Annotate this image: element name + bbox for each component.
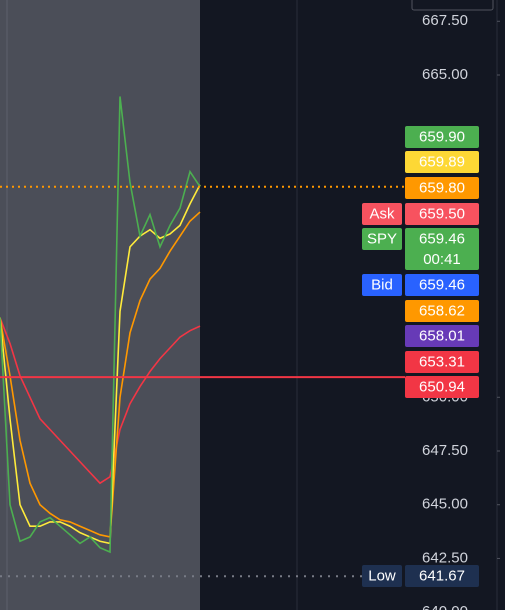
tag-label: SPY bbox=[367, 230, 397, 247]
series-line bbox=[0, 317, 201, 485]
tag-box bbox=[362, 565, 402, 587]
session-shade bbox=[0, 0, 200, 610]
price-label-box bbox=[405, 203, 479, 225]
price-label: 641.67 bbox=[419, 567, 465, 584]
price-label-box bbox=[405, 177, 479, 199]
price-label: 658.01 bbox=[419, 327, 465, 344]
price-label: 659.50 bbox=[419, 205, 465, 222]
price-label-box bbox=[405, 325, 479, 347]
price-label-box bbox=[405, 151, 479, 173]
price-label-box bbox=[405, 126, 479, 148]
y-tick-label: 645.00 bbox=[422, 496, 468, 513]
price-label: 659.46 bbox=[419, 230, 465, 247]
price-label: 659.89 bbox=[419, 153, 465, 170]
price-label-box bbox=[405, 300, 479, 322]
price-label: 650.94 bbox=[419, 378, 465, 395]
tag-box bbox=[362, 274, 402, 296]
tag-label: Ask bbox=[369, 205, 395, 222]
tag-label: Bid bbox=[371, 276, 393, 293]
y-tick-label: 640.00 bbox=[422, 603, 468, 610]
price-label-box bbox=[405, 274, 479, 296]
price-label-box bbox=[405, 351, 479, 373]
price-label: 659.46 bbox=[419, 276, 465, 293]
tag-box bbox=[362, 203, 402, 225]
tag-box bbox=[362, 228, 402, 250]
series-line bbox=[0, 211, 201, 538]
price-label: 659.90 bbox=[419, 128, 465, 145]
series-line bbox=[0, 184, 201, 545]
price-label: 653.31 bbox=[419, 353, 465, 370]
price-label: 659.80 bbox=[419, 179, 465, 196]
y-tick-label: 665.00 bbox=[422, 66, 468, 83]
price-label: 658.62 bbox=[419, 302, 465, 319]
price-label-box bbox=[405, 565, 479, 587]
price-label-box bbox=[405, 376, 479, 398]
price-label-box bbox=[405, 228, 479, 270]
y-tick-label: 647.50 bbox=[422, 442, 468, 459]
series-line bbox=[0, 96, 201, 554]
axis-button[interactable] bbox=[411, 0, 494, 11]
y-tick-label: 667.50 bbox=[422, 12, 468, 29]
y-tick-label: 642.50 bbox=[422, 549, 468, 566]
tag-label: Low bbox=[368, 567, 396, 584]
price-label-extra: 00:41 bbox=[423, 251, 461, 268]
